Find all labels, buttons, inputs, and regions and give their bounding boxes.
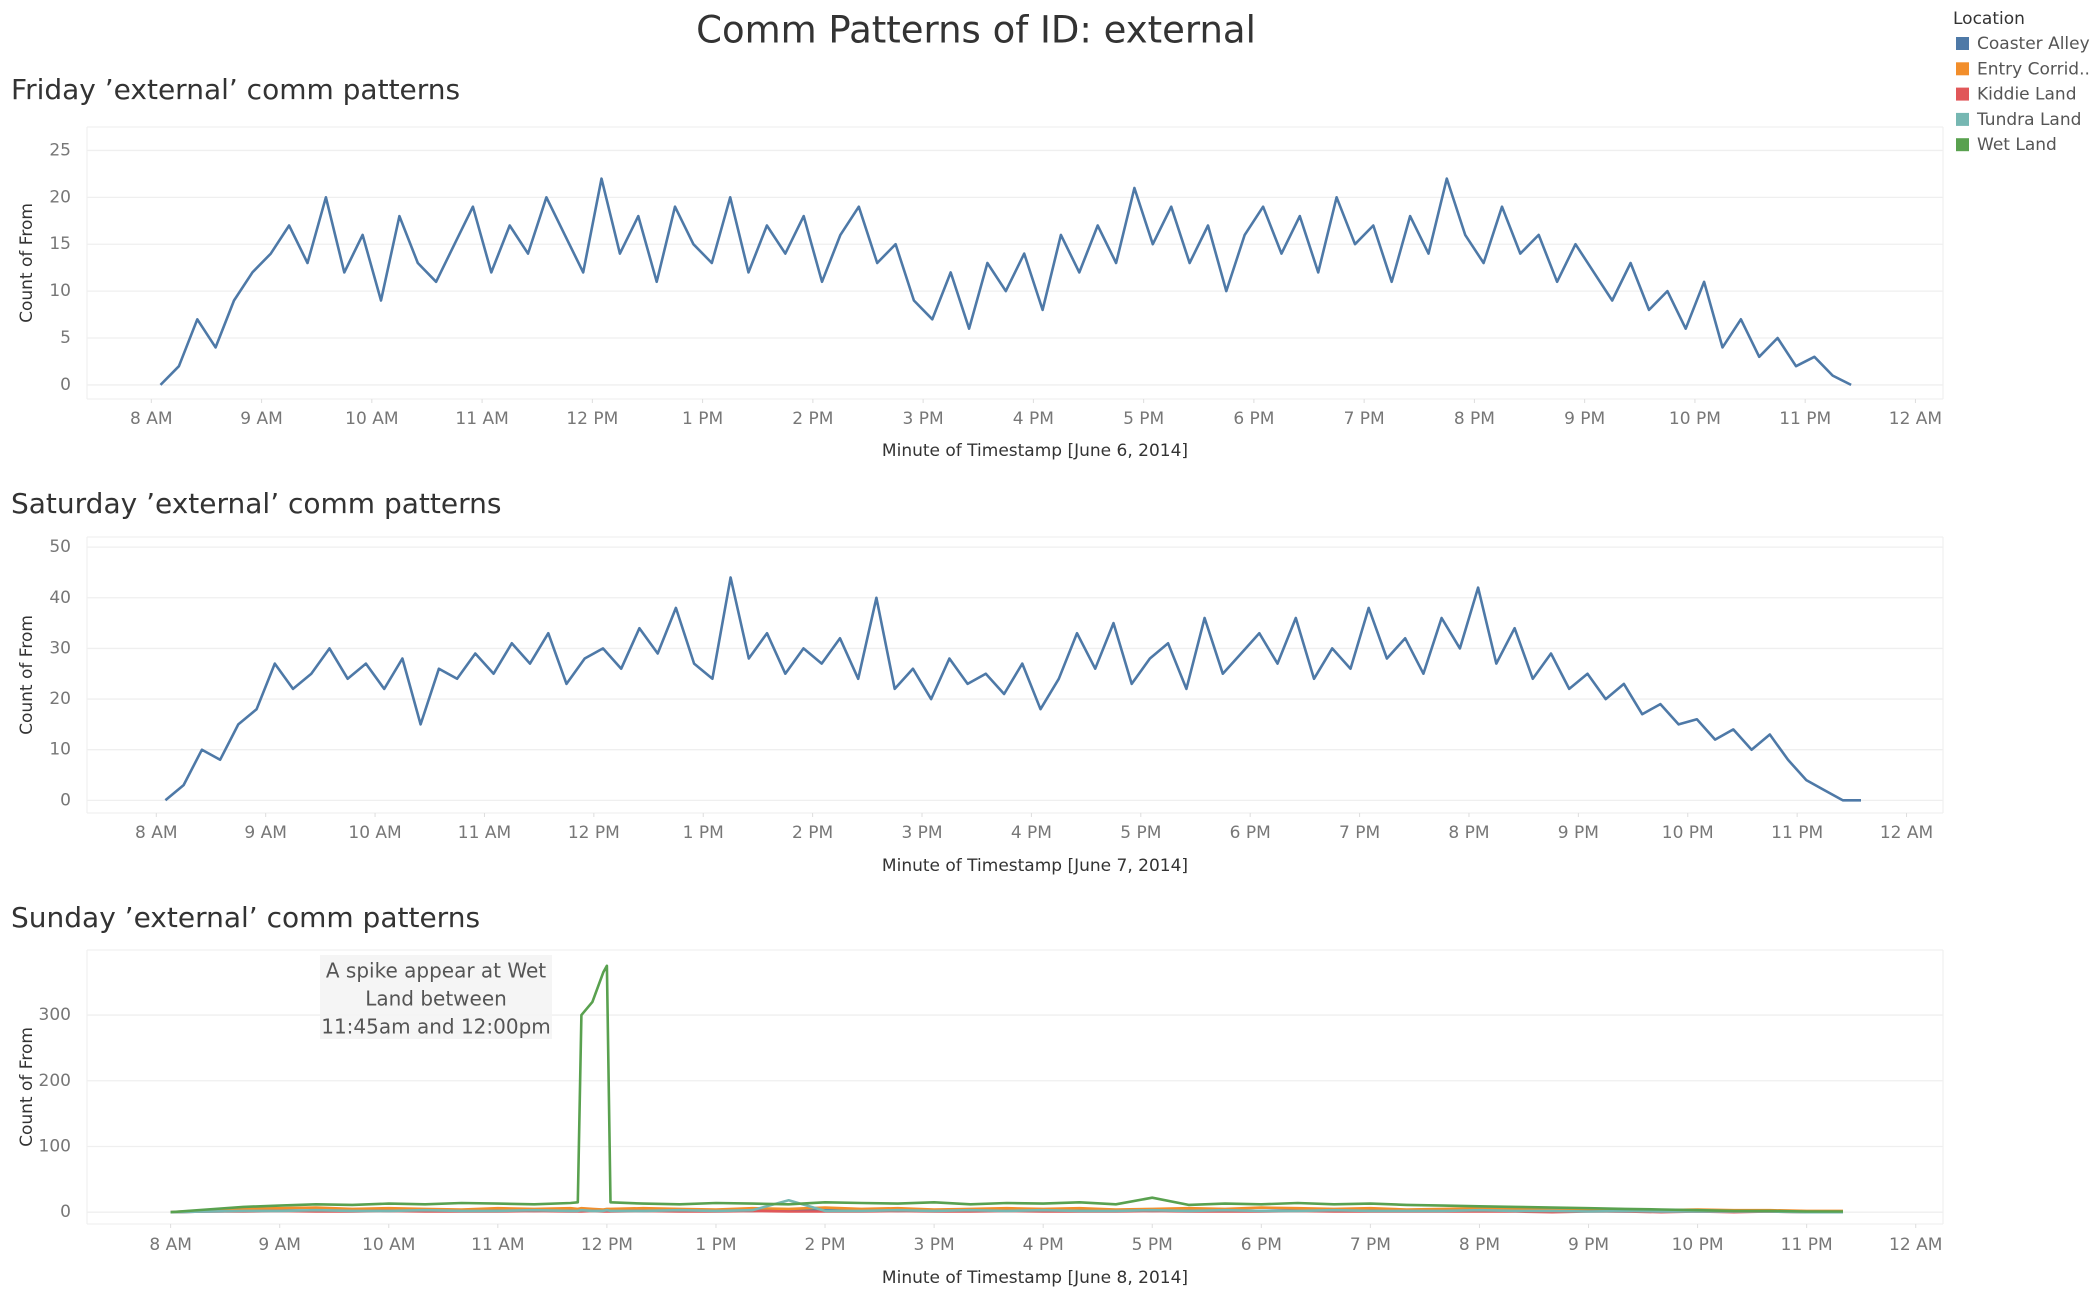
series-line — [170, 1206, 1843, 1214]
y-tick-label: 10 — [49, 281, 71, 301]
x-tick-label: 2 PM — [804, 1235, 845, 1255]
x-tick-label: 1 PM — [682, 409, 723, 429]
x-axis-label: Minute of Timestamp [June 8, 2014] — [882, 1268, 1188, 1288]
annotation-text: Land between — [365, 987, 507, 1011]
x-tick-label: 3 PM — [901, 823, 942, 843]
series-line — [170, 964, 1843, 1214]
x-tick-label: 11 PM — [1771, 823, 1823, 843]
x-tick-label: 12 AM — [1889, 409, 1942, 429]
x-tick-label: 7 PM — [1350, 1235, 1391, 1255]
series-line — [159, 177, 1852, 387]
y-tick-label: 50 — [49, 537, 71, 557]
legend-label: Kiddie Land — [1977, 85, 2077, 105]
x-tick-label: 4 PM — [1011, 823, 1052, 843]
y-tick-label: 10 — [49, 740, 71, 760]
x-tick-label: 10 PM — [1662, 823, 1714, 843]
legend-swatch — [1956, 62, 1969, 76]
series-line — [170, 1199, 1843, 1214]
y-tick-label: 200 — [39, 1071, 71, 1091]
y-tick-label: 5 — [60, 328, 71, 348]
x-tick-label: 6 PM — [1230, 823, 1271, 843]
x-tick-label: 11 AM — [471, 1235, 524, 1255]
series-line — [164, 576, 1861, 802]
x-tick-label: 9 PM — [1564, 409, 1605, 429]
x-tick-label: 9 PM — [1558, 823, 1599, 843]
dashboard-title: Comm Patterns of ID: external — [696, 9, 1256, 52]
y-tick-label: 40 — [49, 588, 71, 608]
x-tick-label: 7 PM — [1339, 823, 1380, 843]
legend-title: Location — [1953, 9, 2025, 29]
x-tick-label: 8 AM — [130, 409, 173, 429]
chart-subtitle: Friday ’external’ comm patterns — [11, 73, 460, 106]
x-tick-label: 10 AM — [348, 823, 401, 843]
x-tick-label: 12 AM — [1880, 823, 1933, 843]
y-tick-label: 15 — [49, 234, 71, 254]
y-axis-label: Count of From — [17, 1027, 37, 1147]
x-axis-label: Minute of Timestamp [June 6, 2014] — [882, 441, 1188, 461]
x-tick-label: 6 PM — [1233, 409, 1274, 429]
x-tick-label: 11 AM — [455, 409, 508, 429]
y-tick-label: 25 — [49, 140, 71, 160]
annotation-text: A spike appear at Wet — [326, 959, 546, 983]
x-tick-label: 1 PM — [683, 823, 724, 843]
y-axis-label: Count of From — [17, 615, 37, 735]
x-tick-label: 4 PM — [1023, 1235, 1064, 1255]
legend-swatch — [1956, 138, 1969, 152]
chart-subtitle: Sunday ’external’ comm patterns — [11, 901, 480, 934]
x-tick-label: 11 AM — [458, 823, 511, 843]
y-tick-label: 0 — [60, 790, 71, 810]
x-tick-label: 5 PM — [1123, 409, 1164, 429]
x-tick-label: 9 AM — [244, 823, 287, 843]
x-tick-label: 8 PM — [1448, 823, 1489, 843]
x-tick-label: 10 PM — [1672, 1235, 1724, 1255]
y-axis-label: Count of From — [17, 203, 37, 323]
y-tick-label: 0 — [60, 375, 71, 395]
x-axis-label: Minute of Timestamp [June 7, 2014] — [882, 856, 1188, 876]
y-tick-label: 20 — [49, 187, 71, 207]
legend-label: Wet Land — [1977, 135, 2057, 155]
x-tick-label: 8 PM — [1454, 409, 1495, 429]
x-tick-label: 8 PM — [1459, 1235, 1500, 1255]
x-tick-label: 6 PM — [1241, 1235, 1282, 1255]
x-tick-label: 11 PM — [1779, 409, 1831, 429]
x-tick-label: 9 AM — [240, 409, 283, 429]
x-tick-label: 10 AM — [362, 1235, 415, 1255]
legend-label: Coaster Alley — [1977, 34, 2090, 54]
x-tick-label: 3 PM — [914, 1235, 955, 1255]
legend-swatch — [1956, 112, 1969, 126]
x-tick-label: 3 PM — [903, 409, 944, 429]
x-tick-label: 10 PM — [1669, 409, 1721, 429]
x-tick-label: 11 PM — [1781, 1235, 1833, 1255]
y-tick-label: 300 — [39, 1005, 71, 1025]
x-tick-label: 9 AM — [258, 1235, 301, 1255]
x-tick-label: 7 PM — [1344, 409, 1385, 429]
x-tick-label: 5 PM — [1120, 823, 1161, 843]
x-tick-label: 2 PM — [792, 823, 833, 843]
annotation-box — [320, 955, 552, 1039]
x-tick-label: 12 PM — [581, 1235, 633, 1255]
legend-swatch — [1956, 87, 1969, 101]
annotation-text: 11:45am and 12:00pm — [321, 1015, 551, 1039]
y-tick-label: 20 — [49, 689, 71, 709]
chart-subtitle: Saturday ’external’ comm patterns — [11, 487, 501, 520]
x-tick-label: 12 PM — [566, 409, 618, 429]
x-tick-label: 12 AM — [1889, 1235, 1942, 1255]
x-tick-label: 1 PM — [695, 1235, 736, 1255]
x-tick-label: 5 PM — [1132, 1235, 1173, 1255]
y-tick-label: 30 — [49, 638, 71, 658]
x-tick-label: 2 PM — [792, 409, 833, 429]
x-tick-label: 8 AM — [149, 1235, 192, 1255]
x-tick-label: 4 PM — [1013, 409, 1054, 429]
x-tick-label: 12 PM — [568, 823, 620, 843]
legend-label: Tundra Land — [1976, 110, 2081, 130]
legend-label: Entry Corrid.. — [1977, 59, 2090, 79]
y-tick-label: 100 — [39, 1136, 71, 1156]
x-tick-label: 10 AM — [345, 409, 398, 429]
x-tick-label: 8 AM — [135, 823, 178, 843]
legend-swatch — [1956, 37, 1969, 50]
y-tick-label: 0 — [60, 1202, 71, 1222]
x-tick-label: 9 PM — [1568, 1235, 1609, 1255]
